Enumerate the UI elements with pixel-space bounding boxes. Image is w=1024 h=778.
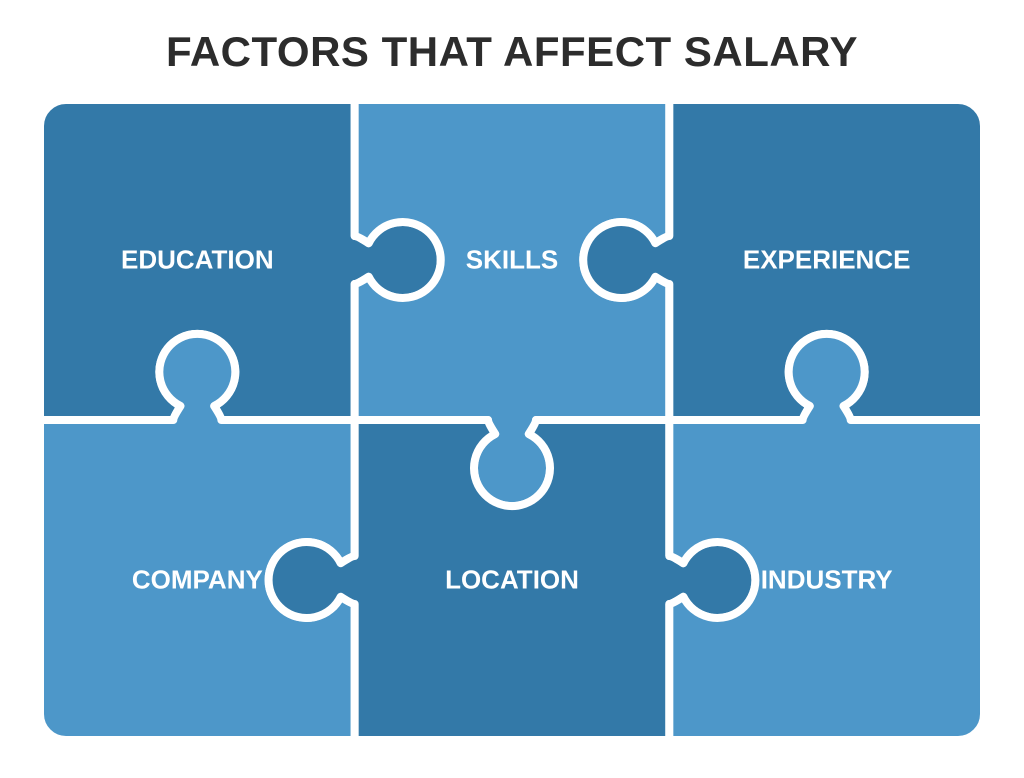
puzzle-svg (40, 100, 984, 740)
puzzle-container: EDUCATIONSKILLSEXPERIENCECOMPANYLOCATION… (40, 100, 984, 740)
page-title: FACTORS THAT AFFECT SALARY (0, 0, 1024, 76)
